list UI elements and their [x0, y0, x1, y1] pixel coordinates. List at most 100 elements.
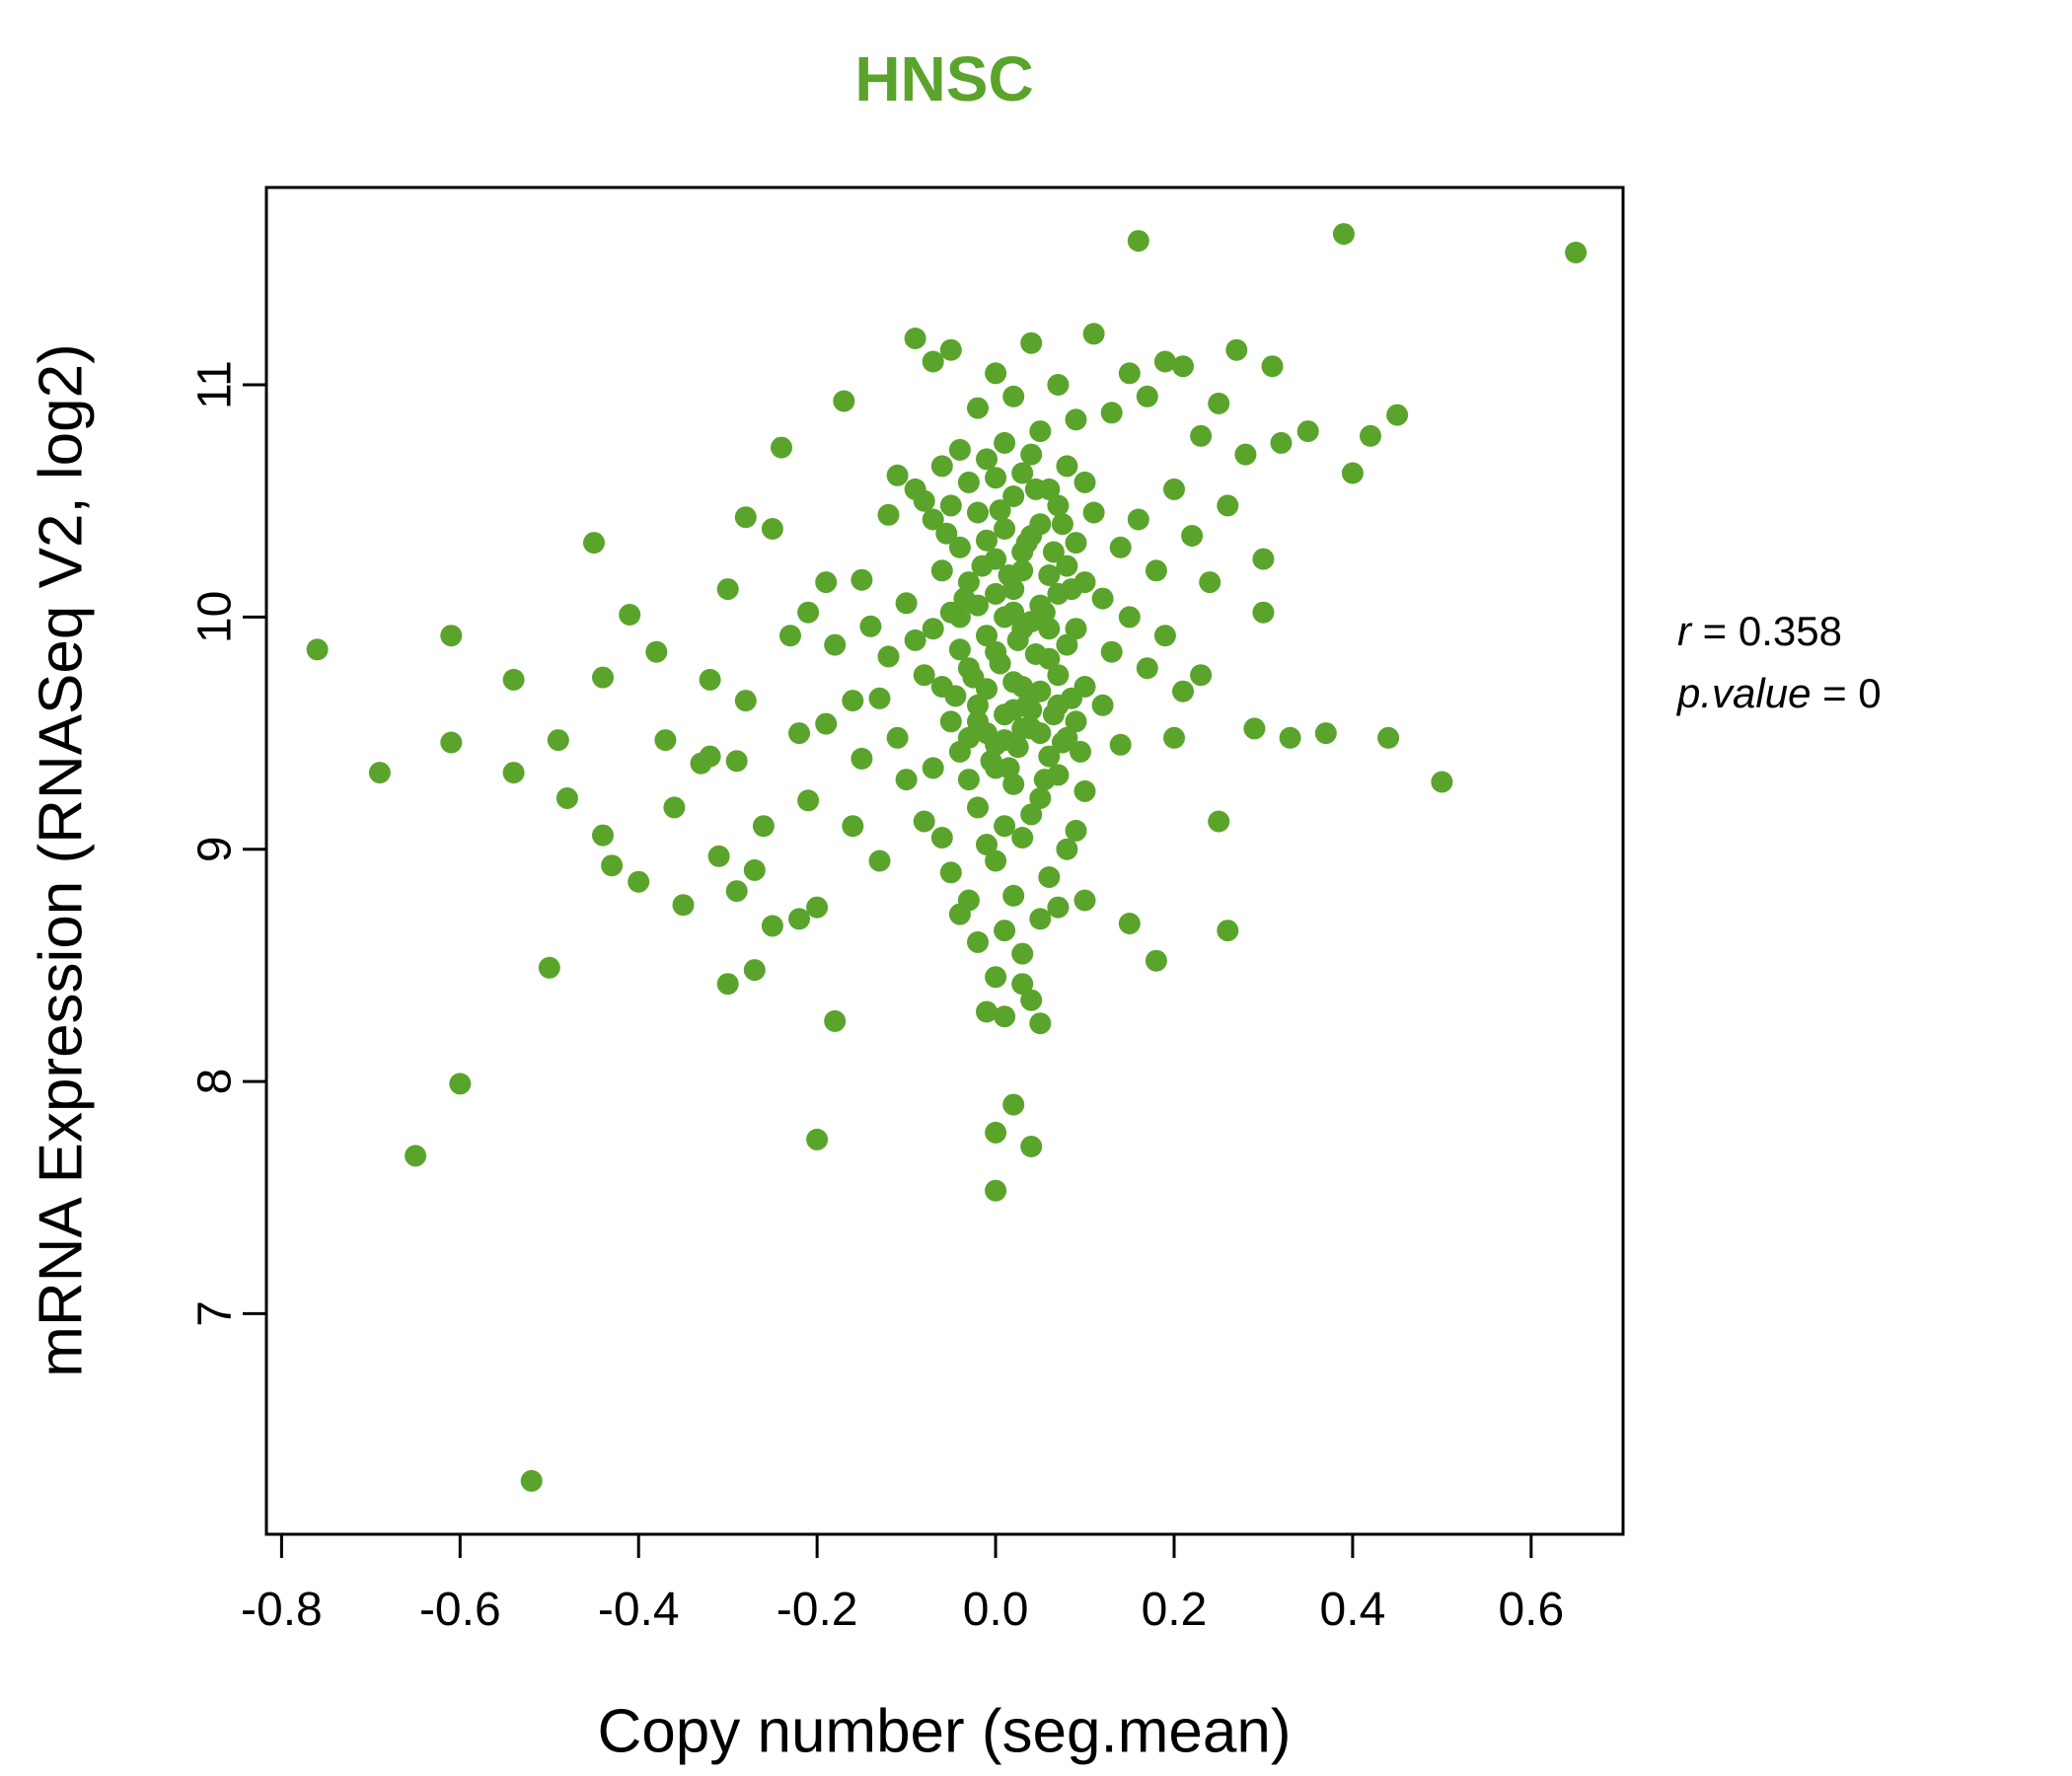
- data-point: [555, 787, 578, 809]
- data-point: [994, 920, 1016, 942]
- r-value: = 0.358: [1691, 608, 1842, 654]
- data-point: [1051, 513, 1073, 536]
- data-point: [1136, 385, 1158, 407]
- data-point: [1270, 431, 1293, 454]
- data-point: [1011, 973, 1034, 996]
- data-point: [1163, 478, 1185, 500]
- data-point: [1038, 478, 1061, 500]
- data-point: [985, 1121, 1007, 1144]
- data-point: [935, 522, 958, 545]
- data-point: [1118, 913, 1141, 934]
- data-point: [779, 625, 801, 647]
- data-point: [743, 858, 766, 881]
- chart-title: HNSC: [854, 43, 1034, 114]
- data-point: [1020, 443, 1043, 466]
- data-point: [922, 757, 944, 779]
- data-point: [1243, 717, 1266, 740]
- data-point: [815, 571, 838, 594]
- data-point: [948, 438, 971, 461]
- data-point: [1386, 404, 1409, 426]
- y-tick-label: 7: [189, 1300, 242, 1327]
- data-point: [1065, 710, 1087, 733]
- correlation-text: r = 0.358: [1677, 600, 1882, 662]
- data-point: [716, 973, 739, 996]
- data-point: [1020, 989, 1043, 1011]
- data-point: [1082, 323, 1105, 345]
- data-point: [1002, 773, 1025, 795]
- data-point: [1011, 462, 1034, 484]
- data-point: [1002, 578, 1025, 601]
- x-tick-label: 0.0: [963, 1584, 1029, 1636]
- data-point: [592, 824, 614, 847]
- data-point: [922, 618, 944, 640]
- data-point: [806, 1128, 829, 1150]
- data-point: [1047, 664, 1070, 687]
- data-point: [859, 615, 882, 637]
- data-point: [1020, 699, 1043, 721]
- data-point: [1020, 803, 1043, 826]
- data-point: [868, 687, 891, 709]
- data-point: [1056, 455, 1078, 478]
- data-point: [734, 506, 757, 529]
- data-point: [1056, 555, 1078, 577]
- data-point: [868, 850, 891, 872]
- data-point: [1217, 494, 1239, 517]
- y-axis-label: mRNA Expression (RNASeq V2, log2): [27, 343, 96, 1377]
- data-point: [1011, 942, 1034, 965]
- data-point: [1252, 601, 1275, 624]
- data-point: [1341, 462, 1364, 484]
- data-point: [1073, 676, 1096, 698]
- data-point: [1145, 949, 1167, 972]
- data-point: [985, 362, 1007, 385]
- y-tick-label: 11: [189, 360, 242, 409]
- data-point: [1127, 508, 1149, 531]
- data-point: [1190, 424, 1213, 447]
- plot-frame: [264, 185, 1625, 1536]
- data-point: [815, 712, 838, 735]
- data-point: [1038, 618, 1061, 640]
- data-point: [976, 529, 998, 552]
- data-point: [957, 471, 980, 493]
- data-point: [1011, 559, 1034, 582]
- data-point: [886, 464, 909, 486]
- data-point: [944, 685, 967, 707]
- data-point: [930, 827, 953, 849]
- data-point: [851, 747, 873, 770]
- data-point: [985, 467, 1007, 489]
- data-point: [1252, 548, 1275, 570]
- data-point: [967, 397, 989, 419]
- data-point: [699, 668, 721, 691]
- data-point: [1073, 889, 1096, 912]
- data-point: [788, 908, 810, 930]
- r-label: r: [1677, 608, 1691, 654]
- data-point: [1279, 726, 1301, 749]
- data-point: [725, 750, 748, 773]
- data-point: [1565, 241, 1588, 263]
- data-point: [368, 762, 391, 784]
- data-point: [1208, 392, 1230, 414]
- data-point: [520, 1469, 543, 1492]
- data-point: [1002, 485, 1025, 507]
- data-point: [1145, 559, 1167, 582]
- data-point: [1070, 740, 1091, 763]
- data-point: [1109, 733, 1132, 756]
- data-point: [619, 604, 641, 626]
- data-point: [716, 578, 739, 601]
- data-point: [985, 548, 1007, 570]
- data-point: [957, 769, 980, 791]
- data-point: [1073, 571, 1096, 594]
- data-point: [538, 956, 560, 979]
- data-point: [1056, 633, 1078, 656]
- data-point: [1029, 787, 1052, 809]
- data-point: [1029, 908, 1052, 930]
- data-point: [1314, 722, 1337, 745]
- data-point: [989, 499, 1011, 522]
- pvalue-text: p.value = 0: [1677, 662, 1882, 724]
- data-point: [948, 606, 971, 629]
- data-point: [824, 633, 847, 656]
- data-point: [1038, 745, 1061, 768]
- x-tick-label: 0.2: [1142, 1584, 1208, 1636]
- data-point: [1029, 420, 1052, 443]
- data-point: [1127, 230, 1149, 253]
